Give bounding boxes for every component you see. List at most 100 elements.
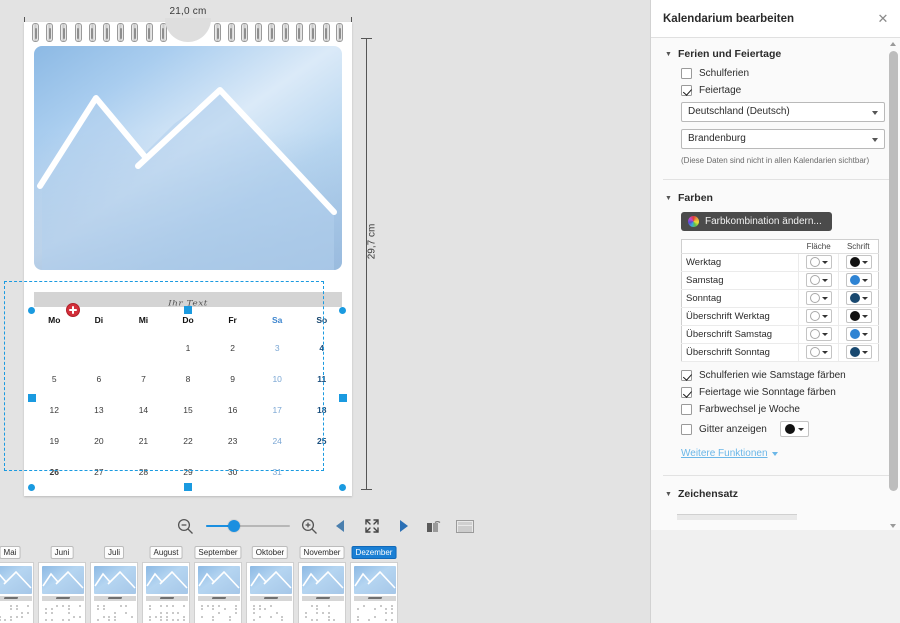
panel-scrollbar[interactable]: [889, 42, 898, 528]
font-color-picker[interactable]: [846, 273, 872, 287]
calendar-day-cell[interactable]: 6: [77, 375, 122, 384]
calendar-day-cell[interactable]: 25: [299, 437, 344, 446]
section-charset-header[interactable]: ▼ Zeichensatz: [651, 478, 900, 508]
month-tab-label[interactable]: Oktober: [252, 546, 288, 559]
font-color-cell[interactable]: [839, 272, 879, 290]
month-tab-label[interactable]: Juni: [51, 546, 74, 559]
month-preview[interactable]: [0, 562, 34, 623]
month-preview[interactable]: [246, 562, 294, 623]
font-color-cell[interactable]: [839, 344, 879, 362]
section-holidays-header[interactable]: ▼ Ferien und Feiertage: [651, 38, 900, 68]
selection-handle-bottom-right[interactable]: [339, 484, 346, 491]
checkbox-gitter[interactable]: [681, 424, 692, 435]
month-preview[interactable]: [298, 562, 346, 623]
area-color-picker[interactable]: [806, 255, 832, 269]
canvas-area[interactable]: 21,0 cm 29,7 cm Ihr Text: [0, 0, 650, 510]
selection-handle-middle-right[interactable]: [339, 394, 347, 402]
zoom-toolbar[interactable]: [0, 510, 650, 542]
area-color-cell[interactable]: [799, 344, 839, 362]
month-tab-label[interactable]: September: [194, 546, 241, 559]
calendar-day-cell[interactable]: 5: [32, 375, 77, 384]
area-color-cell[interactable]: [799, 254, 839, 272]
calendar-day-cell[interactable]: 1: [166, 344, 211, 353]
selection-handle-top-center[interactable]: [184, 306, 192, 314]
section-colors-header[interactable]: ▼ Farben: [651, 182, 900, 212]
calendar-day-cell[interactable]: 10: [255, 375, 300, 384]
month-thumbnail[interactable]: Juli: [90, 542, 138, 623]
calendar-day-cell[interactable]: 4: [299, 344, 344, 353]
month-tab-label[interactable]: Mai: [0, 546, 20, 559]
calendar-day-cell[interactable]: 20: [77, 437, 122, 446]
month-tab-label[interactable]: November: [300, 546, 345, 559]
month-thumbnail[interactable]: Mai: [0, 542, 34, 623]
country-select[interactable]: Deutschland (Deutsch): [681, 102, 885, 122]
font-color-picker[interactable]: [846, 345, 872, 359]
calendar-day-cell[interactable]: 15: [166, 406, 211, 415]
calendar-day-cell[interactable]: 9: [210, 375, 255, 384]
font-color-picker[interactable]: [846, 309, 872, 323]
scroll-down-icon[interactable]: [890, 524, 896, 528]
panel-body[interactable]: ▼ Ferien und Feiertage Schulferien Feier…: [651, 38, 900, 530]
checkbox-farbwechsel[interactable]: [681, 404, 692, 415]
month-preview[interactable]: [142, 562, 190, 623]
right-panel[interactable]: Kalendarium bearbeiten ✕ ▼ Ferien und Fe…: [650, 0, 900, 623]
month-tab-label[interactable]: Dezember: [352, 546, 397, 559]
month-thumbnail[interactable]: Dezember: [350, 542, 398, 623]
month-thumbnail[interactable]: August: [142, 542, 190, 623]
calendar-day-cell[interactable]: 14: [121, 406, 166, 415]
calendar-day-cell[interactable]: 7: [121, 375, 166, 384]
calendar-day-cell[interactable]: 3: [255, 344, 300, 353]
checkbox-row-gitter[interactable]: Gitter anzeigen: [681, 421, 887, 437]
zoom-slider[interactable]: [206, 517, 290, 535]
calendar-day-cell[interactable]: 30: [210, 468, 255, 477]
scrollbar-thumb[interactable]: [889, 51, 898, 491]
font-color-cell[interactable]: [839, 254, 879, 272]
more-functions-link[interactable]: Weitere Funktionen: [681, 448, 778, 459]
area-color-cell[interactable]: [799, 308, 839, 326]
font-color-picker[interactable]: [846, 255, 872, 269]
color-table[interactable]: Fläche Schrift Werktag Samstag Sonntag Über…: [681, 239, 879, 362]
chevron-down-icon[interactable]: ▼: [665, 491, 672, 498]
calendar-day-cell[interactable]: 23: [210, 437, 255, 446]
calendar-day-cell[interactable]: 31: [255, 468, 300, 477]
calendar-day-cell[interactable]: 28: [121, 468, 166, 477]
calendar-day-cell[interactable]: 16: [210, 406, 255, 415]
calendar-day-cell[interactable]: 17: [255, 406, 300, 415]
checkbox-feiertage[interactable]: [681, 85, 692, 96]
font-color-picker[interactable]: [846, 327, 872, 341]
calendar-day-cell[interactable]: 11: [299, 375, 344, 384]
calendar-day-cell[interactable]: 12: [32, 406, 77, 415]
chevron-down-icon[interactable]: ▼: [665, 195, 672, 202]
calendar-page-sheet[interactable]: Ihr Text Mo Di Mi Do Fr Sa So 1 2 3 4 5 6 7 8 9 10 11 12 13…: [24, 22, 352, 496]
calendar-day-cell[interactable]: 26: [32, 468, 77, 477]
area-color-cell[interactable]: [799, 272, 839, 290]
calendar-day-cell[interactable]: 8: [166, 375, 211, 384]
month-preview[interactable]: [350, 562, 398, 623]
checkbox-schulferien[interactable]: [681, 68, 692, 79]
checkbox-feiertage-sonntage[interactable]: [681, 387, 692, 398]
font-color-cell[interactable]: [839, 308, 879, 326]
calendar-grid[interactable]: Mo Di Mi Do Fr Sa So 1 2 3 4 5 6 7 8 9 10 11 12 13 14 15 16 17 1…: [32, 307, 344, 489]
selection-handle-middle-left[interactable]: [28, 394, 36, 402]
calendar-day-cell[interactable]: 27: [77, 468, 122, 477]
checkbox-row-feiertage-sonntage[interactable]: Feiertage wie Sonntage färben: [681, 387, 887, 398]
checkbox-row-schulferien[interactable]: Schulferien: [681, 68, 887, 79]
calendar-day-cell[interactable]: 21: [121, 437, 166, 446]
selection-handle-bottom-center[interactable]: [184, 483, 192, 491]
next-page-icon[interactable]: [392, 515, 414, 537]
month-thumbnail[interactable]: September: [194, 542, 242, 623]
region-select[interactable]: Brandenburg: [681, 129, 885, 149]
area-color-picker[interactable]: [806, 327, 832, 341]
area-color-picker[interactable]: [806, 309, 832, 323]
selection-handle-top-left[interactable]: [28, 307, 35, 314]
fit-to-screen-icon[interactable]: [361, 515, 383, 537]
area-color-picker[interactable]: [806, 345, 832, 359]
close-icon[interactable]: ✕: [875, 11, 891, 27]
chevron-down-icon[interactable]: ▼: [665, 51, 672, 58]
font-color-picker[interactable]: [846, 291, 872, 305]
calendar-day-cell[interactable]: 22: [166, 437, 211, 446]
selection-handle-bottom-left[interactable]: [28, 484, 35, 491]
gitter-color-swatch[interactable]: [780, 421, 809, 437]
month-thumbnail-strip[interactable]: Mai Juni Juli August September Oktober Novembe…: [0, 542, 650, 623]
zoom-slider-knob[interactable]: [228, 520, 240, 532]
